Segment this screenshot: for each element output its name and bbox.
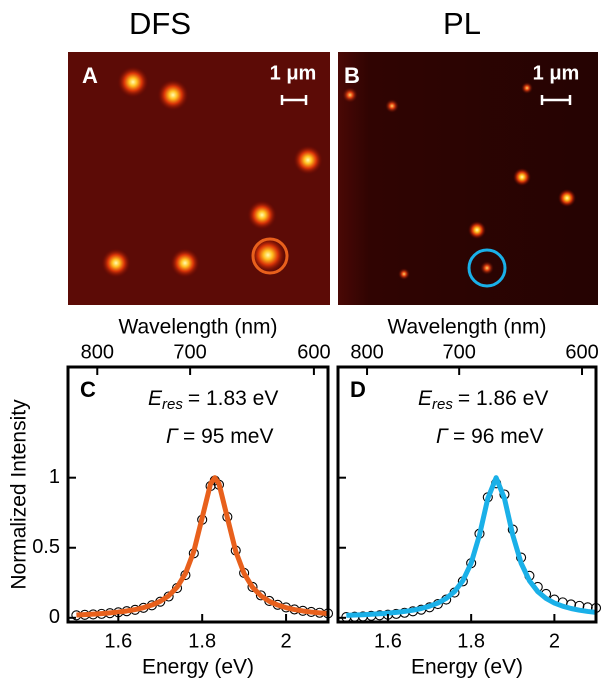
x2-tick-label: 600 [565, 341, 598, 363]
x-tick-label: 1.8 [457, 630, 485, 652]
x2-tick-label: 800 [81, 341, 114, 363]
annotation-symbol: Γ [436, 425, 449, 448]
x-tick-label: 2 [281, 630, 292, 652]
panel-label: B [344, 63, 360, 88]
annotation-symbol: Γ [166, 425, 179, 448]
annotation-subscript: res [432, 396, 453, 413]
x-tick-label: 1.8 [188, 630, 216, 652]
annotation-text: = 1.83 eV [188, 387, 279, 410]
y-tick-label: 0.5 [32, 536, 60, 558]
x-tick-label: 2 [549, 630, 560, 652]
plot-frame [336, 365, 598, 624]
panel-title: PL [443, 6, 481, 41]
annotation-subscript: res [162, 396, 183, 413]
x2-tick-label: 600 [297, 341, 330, 363]
annotation-text: = 96 meV [453, 425, 543, 448]
x2-axis-label: Wavelength (nm) [118, 316, 277, 339]
x-axis-label: Energy (eV) [411, 656, 523, 679]
panel-label: A [82, 63, 98, 88]
plot-frame [66, 365, 330, 624]
annotation-text: = 1.86 eV [458, 387, 549, 410]
x2-tick-label: 700 [442, 341, 475, 363]
annotation-text: = 95 meV [183, 425, 273, 448]
y-axis-label: Normalized Intensity [8, 399, 31, 590]
y-tick-label: 1 [49, 466, 60, 488]
panel-label: C [80, 377, 96, 402]
plot [71, 475, 334, 621]
annotation: Eres = 1.86 eV [418, 387, 548, 413]
annotation: Γ = 96 meV [436, 425, 543, 448]
image-a: A 1 μm [68, 52, 330, 305]
x-axis-label: Energy (eV) [142, 656, 254, 679]
panel-title: DFS [129, 6, 191, 41]
x-tick-label: 1.6 [374, 630, 402, 652]
annotation-symbol: E [148, 387, 163, 410]
data-point [255, 590, 266, 601]
y-tick-label: 0 [49, 606, 60, 628]
fit-line [76, 475, 329, 618]
x2-axis-label: Wavelength (nm) [387, 316, 546, 339]
annotation: Γ = 95 meV [166, 425, 273, 448]
scale-label: 1 μm [533, 62, 580, 84]
x-tick-label: 1.6 [104, 630, 132, 652]
panel-label: D [350, 377, 366, 402]
annotation-symbol: E [418, 387, 433, 410]
scale-label: 1 μm [270, 62, 317, 84]
data-point [247, 581, 258, 593]
image-b: B 1 μm [338, 52, 598, 305]
plot [341, 475, 602, 623]
x2-tick-label: 700 [173, 341, 206, 363]
annotation: Eres = 1.83 eV [148, 387, 278, 413]
x2-tick-label: 800 [350, 341, 383, 363]
fit-line [346, 475, 597, 618]
